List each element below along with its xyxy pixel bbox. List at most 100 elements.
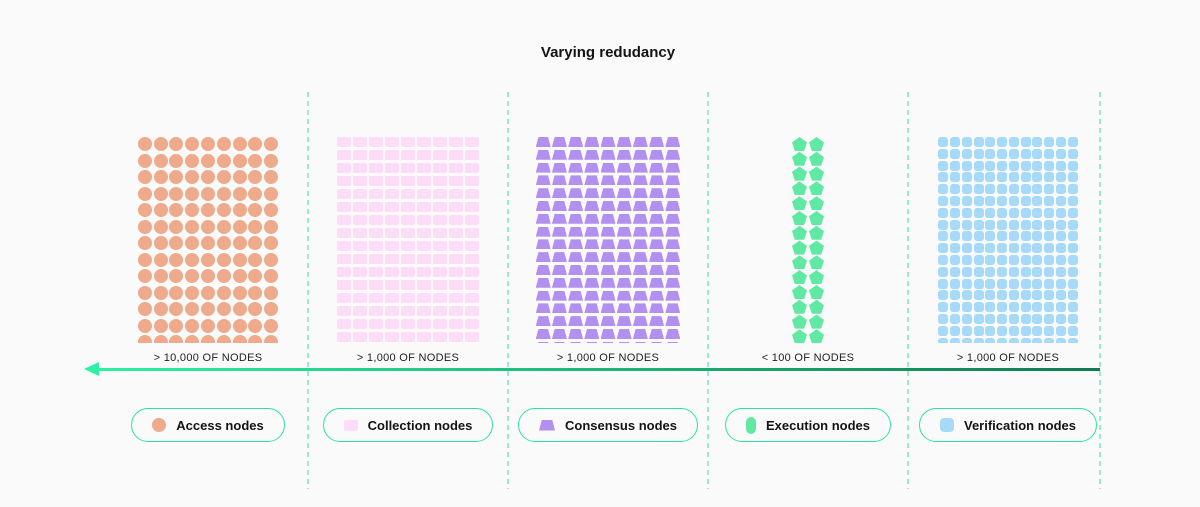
access-node — [169, 252, 184, 267]
verification-node — [997, 195, 1008, 206]
collection-node — [465, 163, 479, 173]
collection-node — [465, 306, 479, 316]
verification-node — [961, 207, 972, 218]
execution-node — [792, 196, 807, 211]
collection-node — [417, 163, 431, 173]
verification-node — [1032, 337, 1043, 343]
verification-node — [973, 290, 984, 301]
collection-node — [417, 189, 431, 199]
verification-node — [997, 137, 1008, 147]
collection-node — [337, 189, 351, 199]
verification-node — [985, 254, 996, 265]
consensus-node — [584, 316, 600, 327]
consensus-node — [649, 213, 665, 224]
consensus-node — [649, 162, 665, 173]
legend-verification-nodes[interactable]: Verification nodes — [919, 408, 1097, 442]
verification-node — [1044, 160, 1055, 171]
consensus-node-count-label: > 1,000 OF NODES — [556, 352, 660, 364]
verification-node — [973, 172, 984, 183]
consensus-node — [535, 341, 551, 343]
legend-collection-nodes[interactable]: Collection nodes — [322, 408, 494, 442]
verification-node — [938, 231, 949, 242]
access-node — [201, 285, 215, 300]
verification-node — [1044, 137, 1055, 147]
verification-node — [1008, 313, 1019, 324]
consensus-node — [535, 149, 551, 160]
access-node — [201, 153, 215, 168]
verification-node — [938, 254, 949, 265]
verification-node — [1044, 313, 1055, 324]
verification-node — [1044, 243, 1055, 254]
verification-node — [949, 148, 960, 159]
access-node — [201, 170, 215, 184]
consensus-node — [616, 188, 632, 199]
verification-node — [1044, 184, 1055, 195]
collection-node — [353, 137, 367, 147]
collection-node — [433, 241, 447, 251]
verification-node — [1032, 325, 1043, 336]
verification-node — [949, 313, 960, 324]
verification-node — [1067, 172, 1078, 183]
verification-node — [961, 290, 972, 301]
verification-node — [997, 184, 1008, 195]
consensus-node — [584, 290, 600, 301]
dashed-separator — [507, 92, 509, 489]
collection-node — [449, 202, 463, 212]
consensus-node — [584, 252, 600, 263]
verification-node — [1056, 207, 1067, 218]
collection-node — [337, 215, 351, 225]
verification-node — [973, 160, 984, 171]
collection-node — [385, 332, 399, 342]
collection-node — [337, 332, 351, 342]
legend-access-nodes[interactable]: Access nodes — [131, 408, 285, 442]
consensus-node — [649, 137, 665, 147]
access-node — [248, 252, 263, 267]
access-node — [232, 153, 247, 168]
access-node — [232, 170, 247, 184]
collection-node — [433, 163, 447, 173]
access-node — [264, 153, 279, 168]
execution-node — [792, 284, 807, 299]
verification-node — [949, 266, 960, 277]
verification-node — [1067, 302, 1078, 313]
verification-node — [1056, 278, 1067, 289]
access-node — [153, 252, 168, 267]
legend-label-verification: Verification nodes — [964, 417, 1076, 433]
verification-node — [985, 148, 996, 159]
redundancy-axis-arrow-line — [92, 368, 1100, 371]
collection-node — [401, 254, 415, 264]
verification-node-icon — [940, 418, 954, 432]
collection-node — [369, 176, 383, 186]
access-node — [137, 236, 152, 250]
collection-node — [353, 280, 367, 290]
collection-node — [369, 280, 383, 290]
verification-node — [938, 313, 949, 324]
verification-node — [1067, 290, 1078, 301]
verification-node — [1032, 184, 1043, 195]
collection-node — [417, 280, 431, 290]
collection-node — [449, 163, 463, 173]
verification-node — [1020, 313, 1031, 324]
access-node — [216, 269, 231, 283]
collection-node — [401, 293, 415, 303]
verification-node — [949, 160, 960, 171]
consensus-node — [568, 226, 584, 237]
consensus-node — [649, 239, 665, 250]
collection-node — [417, 254, 431, 264]
verification-node — [973, 195, 984, 206]
collection-node — [385, 202, 399, 212]
legend-execution-nodes[interactable]: Execution nodes — [724, 408, 892, 442]
verification-node — [949, 290, 960, 301]
legend-consensus-nodes[interactable]: Consensus nodes — [518, 408, 698, 442]
access-node — [169, 170, 184, 184]
access-node — [201, 252, 215, 267]
access-node — [201, 219, 215, 234]
access-node — [185, 318, 200, 333]
verification-node — [997, 231, 1008, 242]
collection-node — [401, 163, 415, 173]
access-node — [153, 219, 168, 234]
access-node — [248, 335, 263, 343]
verification-node — [938, 290, 949, 301]
verification-node — [938, 172, 949, 183]
verification-node — [997, 172, 1008, 183]
